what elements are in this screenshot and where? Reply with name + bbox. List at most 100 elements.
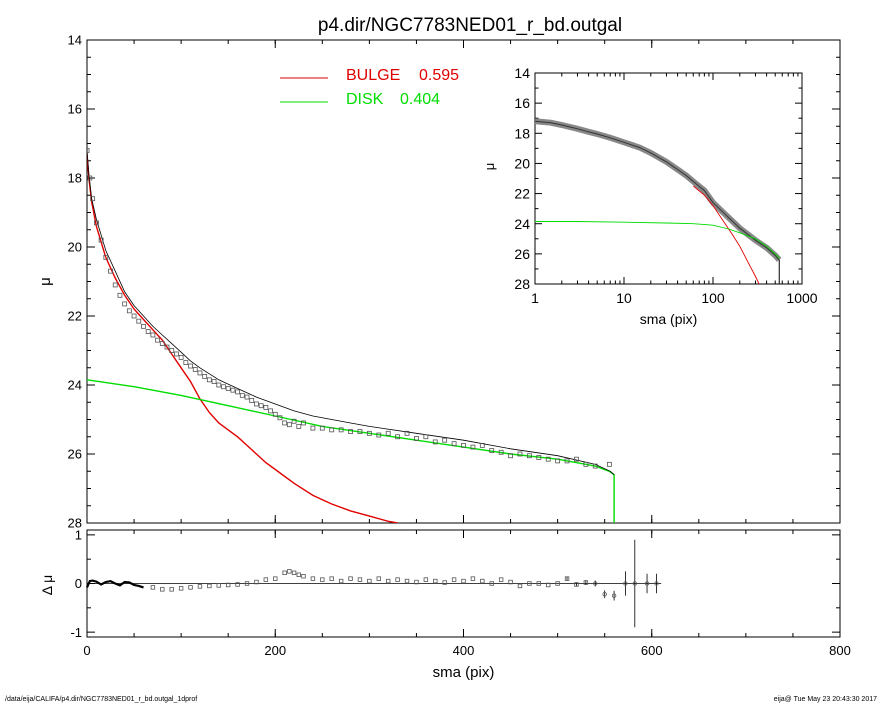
residual-point: [423, 577, 429, 582]
residual-point: [348, 576, 353, 581]
y-tick-label: 0: [75, 576, 82, 591]
main-series-group: [87, 147, 615, 523]
y-tick-label: 22: [68, 309, 82, 324]
data-point: [263, 405, 269, 410]
data-point: [254, 401, 259, 407]
data-point: [103, 254, 109, 260]
residual-point: [367, 578, 372, 584]
y-axis-label: μ: [37, 277, 54, 286]
data-point: [385, 430, 391, 436]
residual-point: [442, 580, 447, 585]
y-tick-label: 20: [514, 155, 530, 171]
legend: BULGE 0.595 DISK 0.404: [280, 67, 459, 108]
inset-series-bulge: [693, 185, 760, 284]
residual-point: [235, 582, 240, 587]
residual-point: [574, 582, 579, 587]
residual-point: [611, 593, 617, 598]
data-point: [348, 429, 353, 434]
data-point: [155, 337, 160, 343]
residual-point: [160, 587, 165, 592]
residual-point: [385, 578, 391, 584]
data-point: [159, 341, 165, 347]
data-point: [508, 453, 513, 459]
data-point: [188, 363, 193, 369]
y-tick-label: 18: [514, 125, 530, 141]
data-point: [268, 408, 273, 414]
legend-label-disk: DISK: [346, 91, 384, 108]
residual-point: [296, 572, 301, 577]
inset-y-axis-label: μ: [482, 163, 497, 171]
residual-point: [254, 579, 259, 585]
data-point: [357, 429, 363, 434]
x-axis-label: sma (pix): [433, 664, 495, 681]
data-point: [526, 453, 532, 459]
residual-point: [287, 569, 292, 574]
data-point: [202, 373, 208, 379]
data-point: [592, 463, 598, 469]
residual-point: [320, 577, 325, 582]
y-tick-label: 20: [68, 240, 82, 255]
residual-point: [188, 585, 193, 590]
data-point: [211, 379, 217, 384]
y-tick-label: 18: [68, 171, 82, 186]
residual-point: [480, 578, 485, 584]
data-point: [258, 403, 264, 409]
residual-point: [593, 581, 598, 586]
residual-point: [169, 587, 174, 592]
x-tick-label: 0: [83, 643, 90, 658]
y-tick-label: 26: [514, 246, 530, 262]
data-point: [432, 439, 438, 445]
data-point: [564, 458, 570, 464]
data-point: [574, 456, 579, 462]
series-model: [87, 150, 615, 475]
data-point: [536, 455, 542, 460]
residual-point: [263, 577, 269, 582]
inset-data-band: [535, 118, 782, 262]
data-point: [555, 458, 561, 464]
residual-point: [433, 578, 438, 584]
data-point: [479, 442, 485, 448]
y-tick-label: 28: [68, 516, 82, 531]
data-point: [489, 448, 495, 453]
series-disk: [87, 379, 615, 523]
data-point: [282, 420, 288, 426]
data-point: [122, 301, 128, 307]
residual-point: [555, 581, 560, 586]
residual-point: [338, 578, 344, 584]
data-point: [174, 351, 179, 357]
residual-point: [517, 583, 523, 589]
data-point: [286, 422, 292, 428]
residual-point: [564, 576, 570, 581]
data-point: [404, 430, 410, 436]
residual-point: [301, 574, 306, 579]
residual-point: [291, 570, 297, 575]
series-bulge: [87, 153, 398, 523]
footer-timestamp: eija@ Tue May 23 20:43:30 2017: [773, 696, 877, 703]
data-point: [296, 423, 302, 429]
data-point: [249, 398, 255, 403]
residual-point: [527, 581, 532, 586]
x-tick-label: 800: [829, 643, 851, 658]
residual-point: [623, 581, 628, 586]
data-point: [197, 370, 203, 376]
data-point: [141, 323, 146, 329]
x-tick-label: 100: [701, 290, 725, 306]
residual-point: [282, 570, 287, 575]
plot-frame: [86, 39, 841, 524]
x-tick-label: 1000: [786, 290, 817, 306]
residual-point: [451, 577, 457, 582]
y-tick-label: 24: [68, 378, 82, 393]
y-tick-label: 14: [68, 33, 82, 48]
y-tick-label: 16: [68, 102, 82, 117]
data-point: [94, 220, 99, 226]
data-point: [98, 237, 104, 243]
residual-point: [310, 576, 316, 581]
data-point: [423, 434, 429, 440]
y-tick-label: 28: [514, 276, 530, 292]
data-point: [461, 442, 466, 448]
data-point: [136, 318, 142, 324]
chart-title: p4.dir/NGC7783NED01_r_bd.outgal: [318, 15, 622, 36]
y-tick-label: 26: [68, 447, 82, 462]
data-point: [291, 418, 297, 424]
